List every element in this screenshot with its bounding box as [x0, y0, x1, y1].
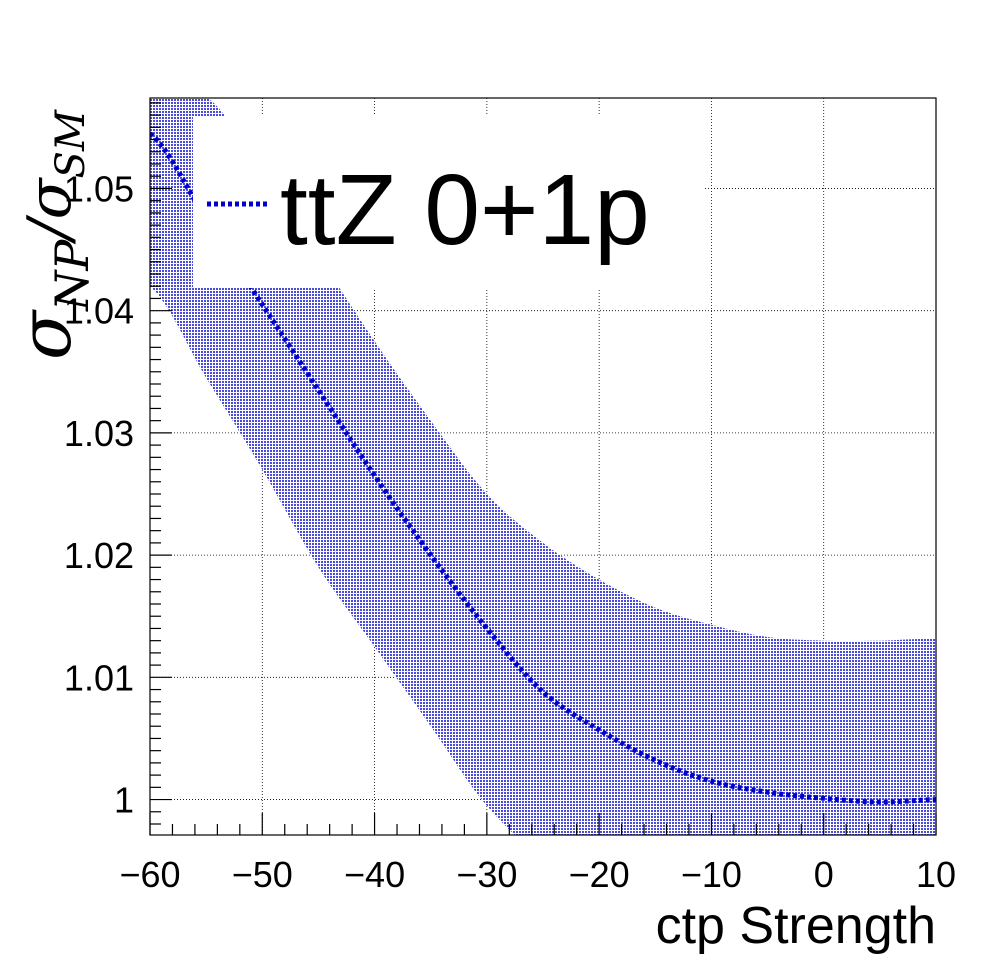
- y-tick-label: 1.03: [64, 413, 134, 454]
- y-tick-label: 1.01: [64, 657, 134, 698]
- y-tick-label: 1: [114, 780, 134, 821]
- x-tick-label: −50: [232, 854, 293, 895]
- series-line-layer: [150, 131, 936, 805]
- x-tick-label: 10: [916, 854, 956, 895]
- y-tick-label: 1.02: [64, 535, 134, 576]
- x-tick-label: 0: [814, 854, 834, 895]
- legend-box: [193, 116, 703, 288]
- uncertainty-band-layer: [150, 98, 936, 835]
- plot-frame: [149, 97, 937, 836]
- x-tick-label: −40: [344, 854, 405, 895]
- legend-entry-label: ttZ 0+1p: [280, 154, 650, 266]
- y-tick-label: 1.04: [64, 291, 134, 332]
- y-axis-title: σNP/σSM: [3, 109, 99, 360]
- axes: −60 −50 −40 −30 −20 −10 0 10 1 1.01 1.02 1.03 1.04 1.…: [64, 102, 956, 895]
- series-line: [150, 131, 936, 805]
- x-tick-label: −10: [681, 854, 742, 895]
- legend: ttZ 0+1p: [193, 116, 703, 288]
- x-axis-title: ctp Strength: [656, 897, 936, 955]
- x-tick-label: −60: [119, 854, 180, 895]
- x-tick-label: −20: [569, 854, 630, 895]
- uncertainty-band: [150, 98, 936, 835]
- y-tick-label: 1.05: [64, 168, 134, 209]
- x-tick-label: −30: [456, 854, 517, 895]
